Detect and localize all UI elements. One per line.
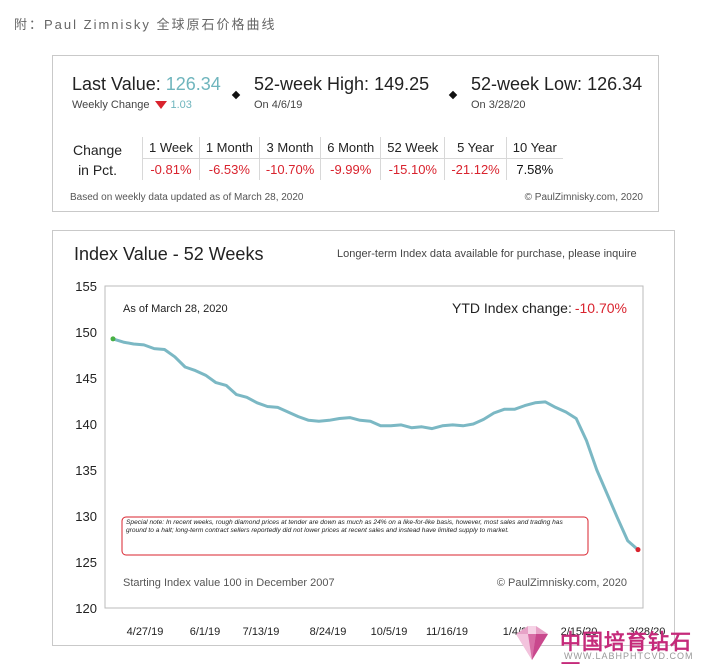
ytd-value: -10.70%	[575, 300, 627, 316]
special-note-container: Special note: In recent weeks, rough dia…	[126, 519, 563, 534]
change-period-value: -10.70%	[258, 158, 321, 180]
start-note: Starting Index value 100 in December 200…	[123, 577, 335, 589]
change-period-value: -6.53%	[198, 158, 260, 180]
end-point-marker	[635, 547, 641, 553]
special-note: Special note: In recent weeks, rough dia…	[126, 519, 563, 534]
x-tick-label: 7/13/19	[243, 626, 280, 638]
diamond-logo-icon	[516, 626, 548, 660]
watermark-url: WWW.LABHPHTCVD.COM	[564, 651, 694, 661]
series-line	[111, 337, 640, 552]
watermark-logo: 中国培育钻石网 WWW.LABHPHTCVD.COM	[508, 624, 708, 664]
change-period-header: 10 Year	[505, 137, 563, 159]
weekly-change-label: Weekly Change	[72, 99, 150, 111]
x-tick-label: 6/1/19	[190, 626, 221, 638]
low-value: 126.34	[587, 74, 643, 94]
y-tick-label: 140	[75, 417, 97, 432]
high-label: 52-week High:	[254, 74, 370, 94]
last-value-label: Last Value:	[72, 74, 161, 94]
low-label: 52-week Low:	[471, 74, 583, 94]
last-value: 126.34	[165, 74, 221, 94]
change-period-header: 5 Year	[444, 137, 507, 159]
y-tick-label: 120	[75, 601, 97, 616]
index-chart: 155 150 145 140 135 130 125 120 4/27/19 6/1/19 7/1…	[75, 279, 666, 638]
footnote-right: © PaulZimnisky.com, 2020	[524, 192, 643, 203]
chart-copyright: © PaulZimnisky.com, 2020	[497, 577, 627, 589]
change-period-header: 3 Month	[258, 137, 321, 159]
high-block: 52-week High: 149.25 On 4/6/19	[254, 74, 429, 111]
high-date: On 4/6/19	[254, 99, 303, 111]
x-tick-label: 10/5/19	[371, 626, 408, 638]
footnote-left: Based on weekly data updated as of March…	[70, 192, 304, 203]
down-triangle-icon	[155, 101, 168, 110]
change-period-value: -9.99%	[320, 158, 381, 180]
ytd-change: YTD Index change: -10.70%	[452, 300, 627, 316]
diamond-bullet-icon	[231, 90, 241, 100]
change-table: 1 Week 1 Month 3 Month 6 Month 52 Week 5 Year…	[142, 137, 563, 180]
change-period-header: 6 Month	[320, 137, 381, 159]
low-date: On 3/28/20	[471, 99, 526, 111]
change-period-value: -21.12%	[444, 158, 507, 180]
figure-caption: 附：Paul Zimnisky 全球原石价格曲线	[14, 17, 277, 32]
last-value-block: Last Value: 126.34 Weekly Change 1.03	[72, 74, 221, 111]
x-tick-label: 8/24/19	[310, 626, 347, 638]
y-tick-label: 150	[75, 325, 97, 340]
ytd-label: YTD Index change:	[452, 300, 572, 316]
watermark-name: 中国培育钻石网	[560, 631, 692, 664]
weekly-change-value: 1.03	[170, 99, 192, 111]
y-tick-label: 130	[75, 509, 97, 524]
as-of-label: As of March 28, 2020	[123, 303, 228, 315]
chart-note: Longer-term Index data available for pur…	[337, 248, 637, 260]
y-tick-label: 135	[75, 463, 97, 478]
x-tick-label: 11/16/19	[426, 626, 468, 638]
change-period-value: -15.10%	[380, 158, 445, 180]
change-period-header: 1 Week	[142, 137, 200, 159]
special-note-box	[121, 516, 589, 556]
change-period-value: 7.58%	[505, 158, 563, 180]
x-tick-label: 3/28/20	[629, 626, 666, 638]
change-period-header: 52 Week	[380, 137, 445, 159]
diamond-bullet-icon	[448, 90, 458, 100]
chart-title: Index Value - 52 Weeks	[74, 244, 264, 264]
y-tick-label: 155	[75, 279, 97, 294]
x-tick-label: 4/27/19	[127, 626, 164, 638]
low-block: 52-week Low: 126.34 On 3/28/20	[471, 74, 642, 111]
chart-panel: 155 150 145 140 135 130 125 120 4/27/19 6/1/19 7/1…	[52, 230, 675, 646]
y-tick-label: 125	[75, 555, 97, 570]
x-tick-label: 2/15/20	[561, 626, 598, 638]
change-pct-label: Change in Pct.	[73, 142, 123, 178]
change-period-value: -0.81%	[142, 158, 200, 180]
plot-frame	[104, 285, 644, 609]
change-period-header: 1 Month	[198, 137, 260, 159]
summary-panel: Last Value: 126.34 Weekly Change 1.03 52-…	[52, 55, 659, 212]
start-point-marker	[110, 336, 116, 342]
y-tick-label: 145	[75, 371, 97, 386]
high-value: 149.25	[374, 74, 430, 94]
